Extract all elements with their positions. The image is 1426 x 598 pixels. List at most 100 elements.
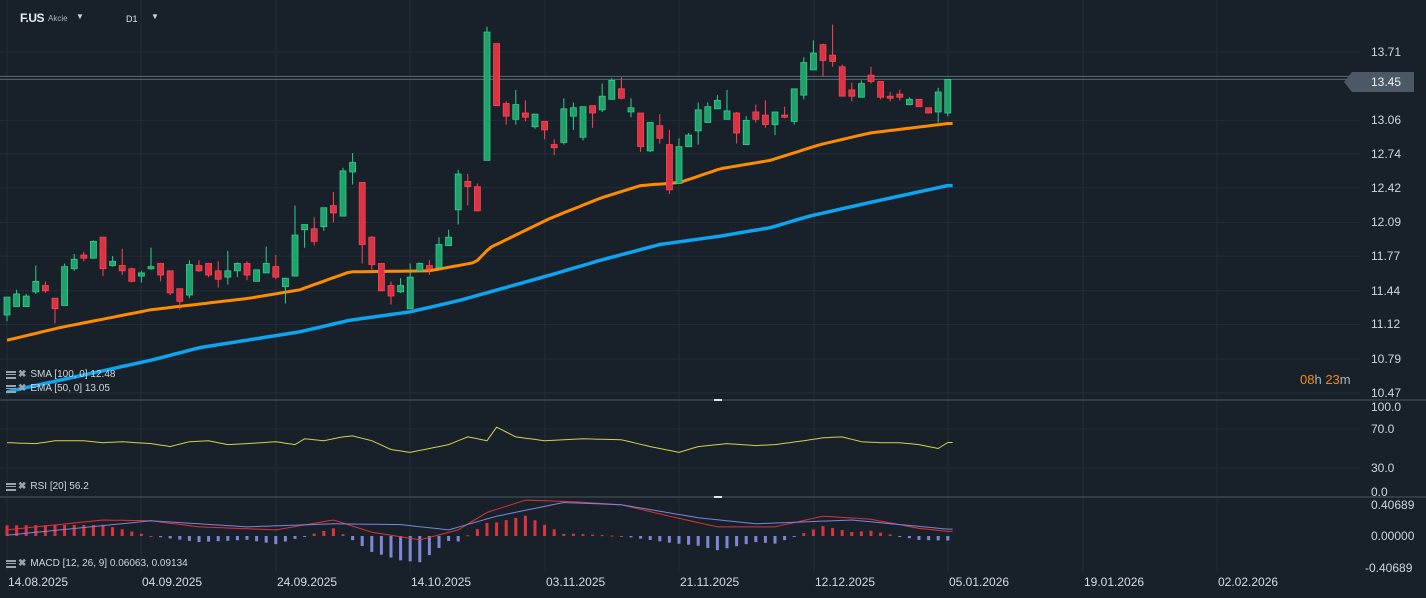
candle-bearish bbox=[886, 95, 894, 99]
sma-line bbox=[6, 183, 953, 394]
macd-histogram-bar bbox=[706, 536, 710, 548]
candle-bullish bbox=[406, 276, 414, 310]
macd-histogram-bar bbox=[351, 536, 355, 541]
candle-bearish bbox=[377, 263, 385, 292]
candle-bullish bbox=[714, 99, 721, 110]
candle-bearish bbox=[243, 263, 251, 276]
macd-histogram-bar bbox=[485, 522, 489, 536]
price-tick: 10.47 bbox=[1371, 385, 1402, 400]
settings-list-icon[interactable] bbox=[6, 370, 16, 379]
candle-bullish bbox=[320, 207, 328, 228]
macd-histogram-bar bbox=[735, 536, 739, 547]
candle-bullish bbox=[281, 277, 289, 287]
symbol-selector[interactable]: F.US bbox=[20, 11, 45, 25]
price-tick: 13.71 bbox=[1371, 45, 1402, 59]
timer-h: h bbox=[1314, 372, 1322, 387]
rsi-legend-text: RSI [20] 56.2 bbox=[30, 481, 89, 492]
macd-histogram-bar bbox=[581, 534, 585, 536]
candle-bullish bbox=[934, 91, 942, 113]
candle-bullish bbox=[512, 104, 520, 120]
candle-bullish bbox=[339, 170, 347, 217]
settings-list-icon[interactable] bbox=[6, 482, 16, 491]
candle-bullish bbox=[349, 162, 357, 173]
candle-bearish bbox=[166, 270, 174, 294]
candle-bearish bbox=[195, 265, 203, 272]
settings-list-icon[interactable] bbox=[6, 559, 16, 568]
macd-histogram-bar bbox=[379, 536, 383, 555]
macd-histogram-bar bbox=[72, 524, 76, 536]
rsi-line bbox=[6, 426, 953, 453]
macd-histogram-bar bbox=[82, 524, 86, 536]
symbol-dropdown-icon[interactable]: ▼ bbox=[76, 12, 84, 21]
candle-bearish bbox=[733, 112, 740, 134]
macd-histogram-bar bbox=[533, 520, 537, 536]
date-tick: 21.11.2025 bbox=[680, 575, 740, 589]
candle-bullish bbox=[291, 234, 299, 277]
macd-histogram-bar bbox=[235, 536, 239, 541]
macd-line bbox=[6, 499, 953, 541]
timer-hours: 08 bbox=[1300, 372, 1315, 387]
macd-histogram-bar bbox=[783, 536, 787, 541]
candle-bullish bbox=[224, 270, 232, 278]
macd-histogram-bar bbox=[178, 536, 182, 540]
ema-50-line bbox=[6, 122, 953, 342]
macd-histogram-bar bbox=[715, 536, 719, 551]
macd-histogram-bar bbox=[667, 536, 671, 543]
price-tick: 10.79 bbox=[1371, 352, 1402, 367]
macd-histogram-bar bbox=[840, 530, 844, 536]
macd-histogram-bar bbox=[187, 536, 191, 541]
macd-histogram-bar bbox=[43, 525, 47, 536]
macd-histogram-bar bbox=[255, 536, 259, 542]
candle-bearish bbox=[522, 112, 529, 118]
candle-bearish bbox=[925, 107, 932, 114]
candle-bullish bbox=[185, 264, 193, 296]
candles bbox=[3, 24, 952, 324]
candle-bearish bbox=[42, 285, 49, 292]
price-tick: 11.12 bbox=[1371, 317, 1401, 332]
macd-legend-text: MACD [12, 26, 9] 0.06063, 0.09134 bbox=[30, 558, 188, 569]
remove-icon[interactable]: ✖ bbox=[18, 558, 27, 569]
candle-bullish bbox=[858, 83, 865, 98]
rsi-pane bbox=[6, 426, 953, 453]
timeframe-dropdown-icon[interactable]: ▼ bbox=[151, 12, 159, 21]
candle-bearish bbox=[502, 103, 510, 117]
macd-histogram-bar bbox=[792, 536, 796, 537]
asset-type-label: Akcie bbox=[48, 14, 68, 23]
remove-icon[interactable]: ✖ bbox=[18, 383, 27, 394]
candle-bullish bbox=[675, 146, 683, 184]
macd-histogram-bar bbox=[754, 536, 758, 543]
candle-countdown: 08h 23m bbox=[1300, 372, 1351, 387]
macd-histogram-bar bbox=[91, 524, 95, 536]
candle-bearish bbox=[752, 111, 760, 120]
candle-bearish bbox=[541, 121, 548, 131]
macd-histogram-bar bbox=[331, 528, 335, 536]
candle-bullish bbox=[627, 107, 635, 113]
candle-bullish bbox=[560, 108, 568, 143]
rsi-tick: 0.0 bbox=[1371, 485, 1388, 499]
macd-histogram-bar bbox=[216, 536, 220, 542]
candle-bearish bbox=[550, 144, 558, 149]
remove-icon[interactable]: ✖ bbox=[18, 369, 27, 380]
macd-histogram-bar bbox=[696, 536, 700, 546]
macd-histogram-bar bbox=[802, 533, 806, 536]
price-tick: 12.74 bbox=[1371, 147, 1402, 162]
candle-bullish bbox=[109, 260, 116, 266]
settings-list-icon[interactable] bbox=[6, 384, 16, 393]
candle-bullish bbox=[704, 106, 712, 123]
macd-histogram-bar bbox=[34, 525, 38, 536]
macd-histogram-bar bbox=[773, 536, 777, 544]
remove-icon[interactable]: ✖ bbox=[18, 481, 27, 492]
date-tick: 19.01.2026 bbox=[1084, 575, 1145, 589]
candle-bullish bbox=[454, 173, 462, 211]
price-tick: 12.09 bbox=[1371, 215, 1402, 230]
candle-bullish bbox=[137, 272, 145, 277]
candle-bullish bbox=[262, 263, 270, 274]
candle-bearish bbox=[51, 297, 59, 310]
macd-histogram-bar bbox=[418, 536, 422, 563]
macd-histogram-bar bbox=[399, 536, 403, 561]
timeframe-selector[interactable]: D1 bbox=[126, 14, 138, 24]
candle-bullish bbox=[742, 119, 750, 145]
candle-bullish bbox=[800, 62, 808, 96]
macd-histogram-bar bbox=[927, 536, 931, 541]
